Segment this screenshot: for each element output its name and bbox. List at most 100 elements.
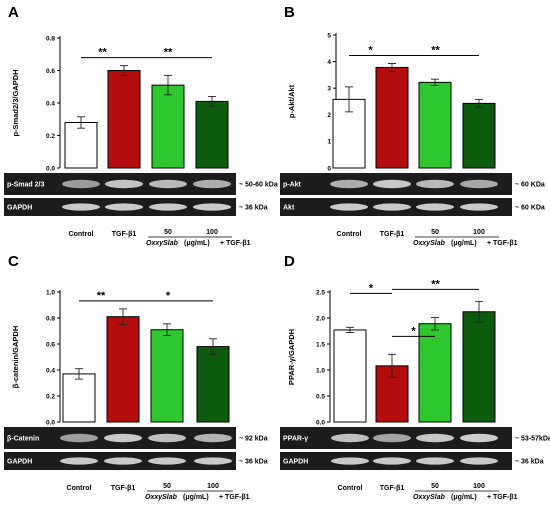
blot-size-c-0: ~ 92 kDa <box>239 436 268 443</box>
y-tick-label-d: 2.0 <box>316 315 325 322</box>
x-label-dose-100-c: 100 <box>207 483 219 490</box>
blot-band-d-0-1 <box>373 433 411 443</box>
panel-label-a: A <box>8 4 19 21</box>
blot-band-d-0-3 <box>460 433 498 443</box>
blot-band-c-0-0 <box>60 433 98 443</box>
y-axis-label-a: p-Smad2/3/GAPDH <box>11 69 20 136</box>
bar-a-2 <box>151 84 185 169</box>
blot-band-d-1-3 <box>460 457 498 465</box>
blot-band-c-1-2 <box>148 457 186 465</box>
blot-size-b-0: ~ 60 KDa <box>515 182 545 189</box>
treatment-suffix-d: + TGF-β1 <box>487 494 518 501</box>
y-tick-label-a: 0.6 <box>46 68 55 75</box>
blot-label-c-0: β-Catenin <box>7 436 39 443</box>
significance-label-a-0: ** <box>98 47 107 59</box>
significance-label-a-1: ** <box>164 47 173 59</box>
blot-band-b-0-1 <box>373 179 411 189</box>
bar-a-0 <box>64 122 98 169</box>
y-tick-label-a: 0.4 <box>46 100 55 107</box>
bar-a-1 <box>107 70 141 169</box>
x-label-dose-50-b: 50 <box>431 229 439 236</box>
y-tick-label-d: 1.5 <box>316 341 325 348</box>
blot-band-d-1-1 <box>373 457 411 465</box>
treatment-unit-c: (μg/mL) <box>183 494 209 501</box>
treatment-name-d: OxxySlab <box>413 494 446 501</box>
y-tick-label-c: 0.4 <box>46 367 55 374</box>
blot-band-a-1-1 <box>105 203 143 211</box>
x-label-dose-100-a: 100 <box>206 229 218 236</box>
treatment-suffix-b: + TGF-β1 <box>487 240 518 247</box>
panel-label-b: B <box>284 4 295 21</box>
significance-label-b-0: * <box>368 44 373 56</box>
bar-d-3 <box>462 311 496 423</box>
blot-band-c-0-2 <box>148 433 186 443</box>
blot-band-d-0-2 <box>416 433 454 443</box>
y-axis-label-c: β-catenin/GAPDH <box>11 326 20 389</box>
blot-band-b-1-2 <box>416 203 454 211</box>
x-label-dose-50-a: 50 <box>164 229 172 236</box>
blot-band-b-1-0 <box>330 203 368 211</box>
y-tick-label-c: 0.2 <box>46 393 55 400</box>
y-tick-label-b: 4 <box>327 59 331 66</box>
blot-band-c-1-3 <box>194 457 232 465</box>
significance-label-b-1: ** <box>431 44 440 56</box>
x-label-dose-50-d: 50 <box>431 483 439 490</box>
y-tick-label-d: 2.5 <box>316 289 325 296</box>
y-axis-label-d: PPAR-γ/GAPDH <box>287 329 296 385</box>
x-label-tgf-a: TGF-β1 <box>112 231 137 238</box>
blot-size-d-1: ~ 36 kDa <box>515 459 544 466</box>
bar-d-0 <box>333 329 367 423</box>
treatment-name-a: OxxySlab <box>146 240 179 247</box>
bar-a-3 <box>195 100 229 169</box>
y-tick-label-c: 0.8 <box>46 315 55 322</box>
blot-band-b-0-2 <box>416 179 454 189</box>
y-tick-label-c: 0.0 <box>46 419 55 426</box>
y-tick-label-a: 0.8 <box>46 35 55 42</box>
blot-band-b-1-1 <box>373 203 411 211</box>
significance-label-c-0: ** <box>97 290 106 302</box>
blot-band-c-1-0 <box>60 457 98 465</box>
y-tick-label-b: 2 <box>327 112 331 119</box>
y-tick-label-b: 0 <box>327 165 331 172</box>
blot-band-b-1-3 <box>460 203 498 211</box>
x-label-tgf-b: TGF-β1 <box>380 231 405 238</box>
bar-c-0 <box>62 373 96 423</box>
blot-band-b-0-0 <box>330 179 368 189</box>
blot-size-a-0: ~ 50-60 kDa <box>239 182 278 189</box>
blot-band-c-0-1 <box>104 433 142 443</box>
blot-size-d-0: ~ 53-57kDa <box>515 436 550 443</box>
treatment-unit-b: (μg/mL) <box>451 240 477 247</box>
blot-label-b-0: p-Akt <box>283 182 302 189</box>
bar-d-2 <box>418 323 452 423</box>
blot-band-d-1-0 <box>331 457 369 465</box>
blot-band-a-0-3 <box>193 179 231 189</box>
treatment-unit-a: (μg/mL) <box>184 240 210 247</box>
blot-label-a-0: p-Smad 2/3 <box>7 182 44 189</box>
x-label-tgf-d: TGF-β1 <box>380 485 405 492</box>
y-tick-label-a: 0.2 <box>46 133 55 140</box>
x-label-control-b: Control <box>337 231 362 238</box>
x-label-control-d: Control <box>338 485 363 492</box>
significance-label-d-0: * <box>369 282 374 294</box>
x-label-tgf-c: TGF-β1 <box>111 485 136 492</box>
treatment-name-b: OxxySlab <box>413 240 446 247</box>
y-tick-label-d: 0.0 <box>316 419 325 426</box>
x-label-dose-100-d: 100 <box>473 483 485 490</box>
significance-label-d-1: * <box>411 325 416 337</box>
bar-b-1 <box>375 66 409 169</box>
significance-label-d-2: ** <box>431 278 440 290</box>
treatment-suffix-a: + TGF-β1 <box>220 240 251 247</box>
bar-b-2 <box>418 81 452 169</box>
blot-band-a-1-2 <box>149 203 187 211</box>
blot-label-d-1: GAPDH <box>283 459 308 466</box>
bar-c-2 <box>150 329 184 423</box>
y-tick-label-d: 1.0 <box>316 367 325 374</box>
treatment-unit-d: (μg/mL) <box>451 494 477 501</box>
panel-label-d: D <box>284 253 295 270</box>
blot-size-a-1: ~ 36 kDa <box>239 205 268 212</box>
blot-band-a-0-2 <box>149 179 187 189</box>
y-tick-label-c: 0.6 <box>46 341 55 348</box>
blot-band-d-0-0 <box>331 433 369 443</box>
y-tick-label-b: 1 <box>327 139 331 146</box>
